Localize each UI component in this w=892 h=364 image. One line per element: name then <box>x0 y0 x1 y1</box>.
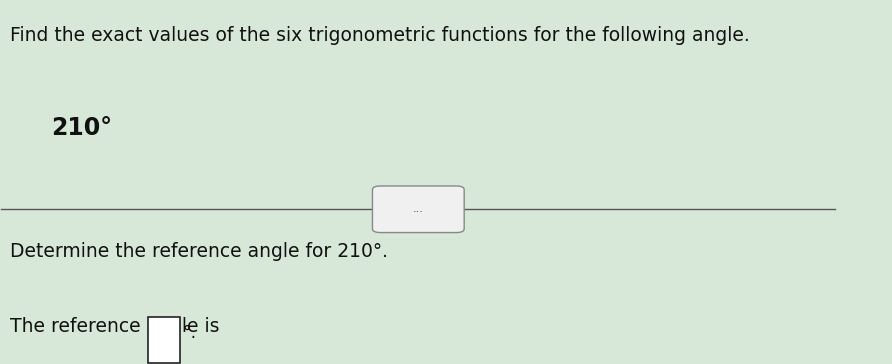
Text: Find the exact values of the six trigonometric functions for the following angle: Find the exact values of the six trigono… <box>10 27 749 46</box>
Text: 210°: 210° <box>52 116 112 140</box>
Text: ...: ... <box>413 204 424 214</box>
Text: Determine the reference angle for 210°.: Determine the reference angle for 210°. <box>10 242 388 261</box>
Text: The reference angle is: The reference angle is <box>10 317 225 336</box>
FancyBboxPatch shape <box>148 317 179 363</box>
FancyBboxPatch shape <box>373 186 464 233</box>
Text: °.: °. <box>182 324 196 342</box>
